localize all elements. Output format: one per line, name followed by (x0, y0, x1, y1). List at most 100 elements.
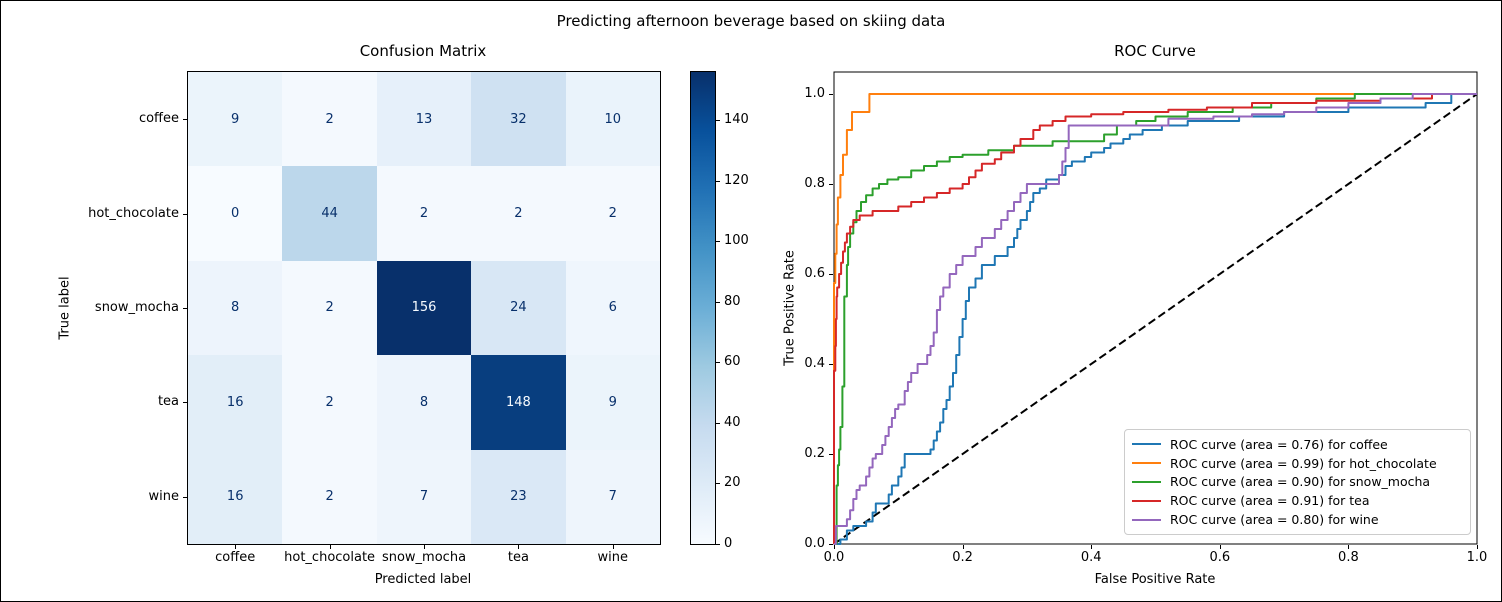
cm-cell-tea-snow_mocha: 8 (376, 355, 472, 450)
roc-xtick-mark (1220, 545, 1221, 549)
colorbar-tick-label: 100 (724, 233, 749, 249)
roc-xtick-mark (1091, 545, 1092, 549)
cm-cell-snow_mocha-tea: 24 (471, 260, 566, 356)
colorbar-tick-label: 40 (724, 414, 741, 430)
roc-xtick-label: 0.6 (1209, 550, 1231, 565)
cm-ytick-mark (183, 497, 187, 498)
colorbar-tick-mark (716, 120, 720, 121)
cm-cell-wine-tea: 23 (471, 449, 566, 544)
cm-xtick-mark (613, 545, 614, 549)
cm-cell-wine-coffee: 16 (188, 449, 283, 544)
roc-xtick-label: 0.0 (823, 550, 845, 565)
cm-cell-snow_mocha-coffee: 8 (188, 260, 283, 356)
colorbar-tick-label: 120 (724, 172, 749, 188)
cm-ytick-label-wine: wine (148, 488, 179, 504)
legend-label: ROC curve (area = 0.91) for tea (1170, 493, 1370, 509)
cm-xtick-label-hot_chocolate: hot_chocolate (284, 550, 376, 565)
legend-row-tea: ROC curve (area = 0.91) for tea (1132, 493, 1463, 508)
cm-ytick-label-hot_chocolate: hot_chocolate (88, 205, 179, 221)
roc-ytick-mark (829, 454, 833, 455)
colorbar-tick-label: 0 (724, 536, 733, 551)
confusion-matrix-heatmap: 9 2 13 32 10 0 44 2 2 2 8 2 156 24 6 16 2 8 148 9 16 2 7 23 7 (187, 71, 661, 545)
roc-legend: ROC curve (area = 0.76) for coffee ROC cu… (1124, 429, 1471, 535)
cm-cell-hot_chocolate-wine: 2 (565, 166, 660, 261)
roc-curve-wine (834, 93, 1477, 545)
cm-cell-tea-tea: 148 (471, 355, 566, 450)
legend-line-icon (1132, 443, 1161, 446)
roc-xtick-label: 0.2 (952, 550, 973, 565)
cm-xtick-label-snow_mocha: snow_mocha (381, 550, 467, 565)
cm-cell-wine-wine: 7 (565, 449, 660, 544)
cm-cell-coffee-snow_mocha: 13 (376, 72, 472, 167)
roc-xtick-mark (963, 545, 964, 549)
legend-line-icon (1132, 480, 1161, 483)
legend-line-icon (1132, 499, 1161, 502)
roc-curve-snow_mocha (834, 93, 1477, 545)
roc-ytick-mark (829, 544, 833, 545)
legend-label: ROC curve (area = 0.99) for hot_chocolat… (1170, 455, 1437, 471)
legend-row-hot_chocolate: ROC curve (area = 0.99) for hot_chocolat… (1132, 456, 1463, 471)
legend-row-snow_mocha: ROC curve (area = 0.90) for snow_mocha (1132, 474, 1463, 489)
cm-cell-coffee-wine: 10 (565, 72, 660, 167)
roc-ytick-label: 0.0 (804, 536, 825, 551)
roc-ytick-mark (829, 274, 833, 275)
confusion-matrix-title: Confusion Matrix (359, 42, 487, 60)
cm-ytick-mark (183, 119, 187, 120)
cm-xtick-label-wine: wine (597, 550, 629, 565)
legend-line-icon (1132, 518, 1161, 521)
figure-title: Predicting afternoon beverage based on s… (556, 12, 946, 30)
cm-cell-snow_mocha-hot_chocolate: 2 (282, 260, 377, 356)
cm-cell-wine-snow_mocha: 7 (376, 449, 472, 544)
cm-cell-hot_chocolate-hot_chocolate: 44 (282, 166, 377, 261)
colorbar-tick-mark (716, 181, 720, 182)
legend-label: ROC curve (area = 0.76) for coffee (1170, 436, 1388, 452)
roc-curve-tea (833, 93, 1477, 544)
colorbar-tick-mark (716, 483, 720, 484)
cm-ytick-label-snow_mocha: snow_mocha (94, 300, 179, 315)
colorbar-tick-label: 20 (724, 475, 741, 491)
legend-label: ROC curve (area = 0.80) for wine (1170, 512, 1379, 528)
cm-ytick-mark (183, 308, 187, 309)
cm-cell-snow_mocha-snow_mocha: 156 (376, 260, 472, 356)
cm-cell-coffee-tea: 32 (471, 72, 566, 167)
legend-row-coffee: ROC curve (area = 0.76) for coffee (1132, 437, 1463, 452)
roc-curve-hot_chocolate (833, 93, 1477, 544)
legend-label: ROC curve (area = 0.90) for snow_mocha (1170, 474, 1431, 490)
legend-row-wine: ROC curve (area = 0.80) for wine (1132, 512, 1463, 527)
colorbar-tick-mark (716, 241, 720, 242)
roc-ytick-mark (829, 94, 833, 95)
cm-cell-wine-hot_chocolate: 2 (282, 449, 377, 544)
roc-ytick-label: 0.6 (804, 266, 825, 281)
colorbar-tick-mark (716, 362, 720, 363)
roc-ytick-label: 0.8 (804, 176, 825, 191)
cm-xtick-mark (330, 545, 331, 549)
cm-xtick-label-tea: tea (507, 550, 529, 565)
colorbar-tick-mark (716, 544, 720, 545)
roc-chance-diagonal (833, 93, 1478, 545)
roc-xlabel: False Positive Rate (1094, 572, 1216, 587)
roc-ytick-label: 1.0 (804, 86, 825, 101)
roc-xtick-label: 0.8 (1338, 550, 1359, 565)
confusion-matrix-xlabel: Predicted label (374, 572, 472, 587)
roc-title: ROC Curve (1114, 42, 1196, 60)
roc-ytick-mark (829, 184, 833, 185)
cm-cell-coffee-hot_chocolate: 2 (282, 72, 377, 167)
colorbar-gradient (690, 71, 716, 545)
cm-ytick-mark (183, 214, 187, 215)
cm-cell-snow_mocha-wine: 6 (565, 260, 660, 356)
cm-xtick-mark (518, 545, 519, 549)
cm-xtick-label-coffee: coffee (215, 550, 256, 565)
roc-xtick-label: 1.0 (1466, 550, 1488, 565)
colorbar-tick-label: 140 (724, 112, 749, 128)
cm-cell-hot_chocolate-snow_mocha: 2 (376, 166, 472, 261)
cm-xtick-mark (235, 545, 236, 549)
roc-xtick-mark (1348, 545, 1349, 549)
roc-ytick-label: 0.2 (804, 446, 825, 461)
cm-cell-tea-wine: 9 (565, 355, 660, 450)
colorbar-tick-label: 60 (724, 354, 741, 370)
cm-ytick-label-coffee: coffee (138, 111, 179, 127)
cm-cell-coffee-coffee: 9 (188, 72, 283, 167)
roc-xtick-label: 0.4 (1080, 550, 1102, 565)
